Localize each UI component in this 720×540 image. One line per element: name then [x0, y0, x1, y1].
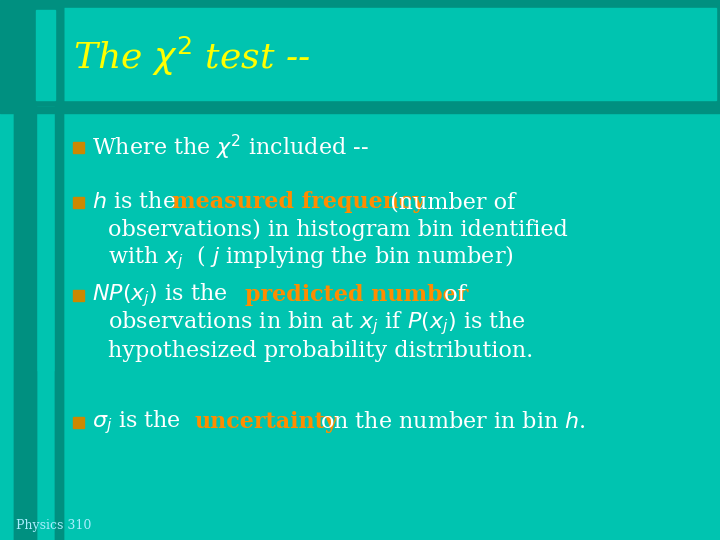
Bar [36, 10, 55, 100]
Text: $\sigma_j$ is the: $\sigma_j$ is the [92, 408, 182, 436]
Text: of: of [437, 284, 466, 306]
Text: with $x_j$  ( $j$ implying the bin number): with $x_j$ ( $j$ implying the bin number… [108, 244, 514, 272]
Text: Physics 310: Physics 310 [16, 519, 91, 532]
Bar [0, 0, 720, 110]
Text: predicted number: predicted number [245, 284, 469, 306]
Bar [73, 417, 84, 428]
Bar [73, 142, 84, 153]
Bar [55, 0, 63, 540]
Text: (number of: (number of [383, 191, 516, 213]
Bar [14, 0, 36, 540]
Bar [73, 290, 84, 301]
Bar [55, 0, 63, 540]
Bar [14, 0, 36, 540]
Bar [14, 107, 63, 110]
Text: observations in bin at $x_j$ if $P(x_j)$ is the: observations in bin at $x_j$ if $P(x_j)$… [108, 309, 526, 337]
Text: observations) in histogram bin identified: observations) in histogram bin identifie… [108, 219, 568, 241]
Text: $NP(x_j)$ is the: $NP(x_j)$ is the [92, 281, 229, 309]
Bar [14, 107, 63, 370]
Text: The $\chi^2$ test --: The $\chi^2$ test -- [73, 35, 310, 78]
Text: measured frequency: measured frequency [172, 191, 426, 213]
Bar [14, 0, 63, 110]
Bar [0, 107, 720, 113]
Text: $h$ is the: $h$ is the [92, 191, 177, 213]
Text: uncertainty: uncertainty [195, 411, 339, 433]
Text: Where the $\chi^2$ included --: Where the $\chi^2$ included -- [92, 132, 369, 161]
Bar [73, 197, 84, 208]
Text: hypothesized probability distribution.: hypothesized probability distribution. [108, 340, 534, 362]
Bar [36, 8, 716, 100]
Text: on the number in bin $h$.: on the number in bin $h$. [313, 411, 585, 433]
Bar [14, 0, 63, 110]
